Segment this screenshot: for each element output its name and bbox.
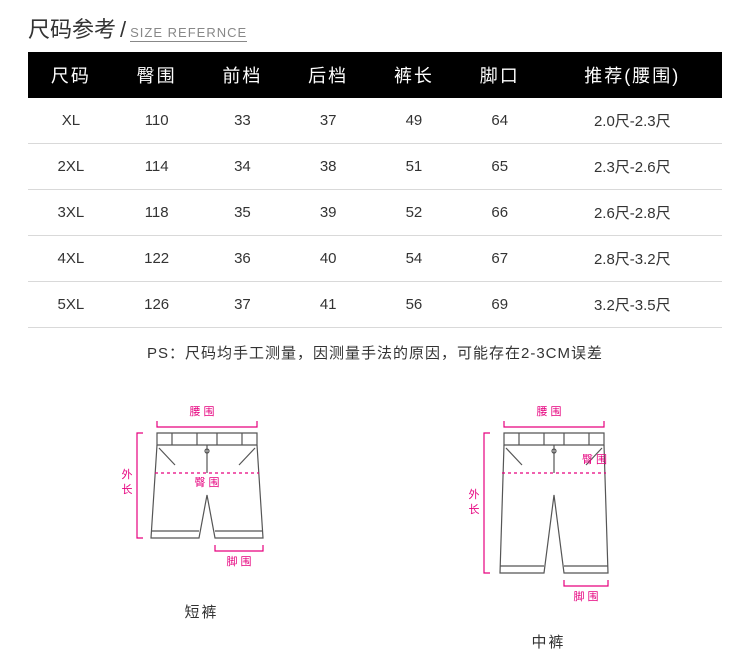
title-row: 尺码参考 / SIZE REFERNCE [28, 12, 722, 44]
table-cell: 54 [371, 236, 457, 282]
table-cell: 2XL [28, 144, 114, 190]
mid-pants-svg: 腰 围 臀 围 外 [444, 403, 654, 623]
table-cell: 36 [200, 236, 286, 282]
title-cn: 尺码参考 [28, 12, 116, 44]
label-outseam-b2: 长 [468, 503, 479, 516]
caption-short: 短裤 [184, 601, 218, 622]
table-cell: 37 [200, 282, 286, 328]
table-row: XL110333749642.0尺-2.3尺 [28, 98, 722, 144]
label-outseam-b: 长 [121, 483, 132, 496]
table-cell: 66 [457, 190, 543, 236]
table-cell: XL [28, 98, 114, 144]
table-cell: 126 [114, 282, 200, 328]
size-table: 尺码 臀围 前档 后档 裤长 脚口 推荐(腰围) XL110333749642.… [28, 52, 722, 328]
label-hip-2: 臀 围 [582, 453, 607, 466]
th-hip: 臀围 [114, 52, 200, 98]
table-cell: 5XL [28, 282, 114, 328]
table-cell: 34 [200, 144, 286, 190]
table-cell: 114 [114, 144, 200, 190]
table-cell: 56 [371, 282, 457, 328]
table-row: 4XL122364054672.8尺-3.2尺 [28, 236, 722, 282]
table-cell: 110 [114, 98, 200, 144]
table-cell: 2.6尺-2.8尺 [543, 190, 722, 236]
caption-mid: 中裤 [531, 631, 565, 652]
label-waist: 腰 围 [189, 405, 214, 418]
table-cell: 41 [285, 282, 371, 328]
short-pants-svg: 腰 围 臀 围 外 [97, 403, 307, 593]
th-length: 裤长 [371, 52, 457, 98]
table-cell: 2.3尺-2.6尺 [543, 144, 722, 190]
table-row: 3XL118353952662.6尺-2.8尺 [28, 190, 722, 236]
table-cell: 37 [285, 98, 371, 144]
table-cell: 51 [371, 144, 457, 190]
table-cell: 52 [371, 190, 457, 236]
label-waist-2: 腰 围 [536, 405, 561, 418]
title-en: SIZE REFERNCE [130, 25, 247, 42]
table-cell: 38 [285, 144, 371, 190]
table-cell: 39 [285, 190, 371, 236]
table-cell: 33 [200, 98, 286, 144]
table-cell: 64 [457, 98, 543, 144]
table-cell: 40 [285, 236, 371, 282]
label-hip: 臀 围 [194, 476, 219, 489]
table-cell: 3.2尺-3.5尺 [543, 282, 722, 328]
label-leg-2: 脚 围 [573, 589, 598, 603]
table-cell: 118 [114, 190, 200, 236]
th-rec: 推荐(腰围) [543, 52, 722, 98]
th-front: 前档 [200, 52, 286, 98]
table-cell: 4XL [28, 236, 114, 282]
table-cell: 35 [200, 190, 286, 236]
table-cell: 49 [371, 98, 457, 144]
title-slash: / [120, 17, 126, 43]
diagram-short: 腰 围 臀 围 外 [97, 403, 307, 652]
diagrams-row: 腰 围 臀 围 外 [28, 403, 722, 652]
th-back: 后档 [285, 52, 371, 98]
table-cell: 3XL [28, 190, 114, 236]
th-leg: 脚口 [457, 52, 543, 98]
table-cell: 67 [457, 236, 543, 282]
diagram-mid: 腰 围 臀 围 外 [444, 403, 654, 652]
label-leg: 脚 围 [226, 554, 251, 568]
table-cell: 65 [457, 144, 543, 190]
table-cell: 2.0尺-2.3尺 [543, 98, 722, 144]
label-outseam-a: 外 [121, 468, 132, 481]
table-row: 5XL126374156693.2尺-3.5尺 [28, 282, 722, 328]
label-outseam-a2: 外 [468, 488, 479, 501]
table-header-row: 尺码 臀围 前档 后档 裤长 脚口 推荐(腰围) [28, 52, 722, 98]
table-cell: 122 [114, 236, 200, 282]
table-row: 2XL114343851652.3尺-2.6尺 [28, 144, 722, 190]
table-cell: 2.8尺-3.2尺 [543, 236, 722, 282]
table-cell: 69 [457, 282, 543, 328]
th-size: 尺码 [28, 52, 114, 98]
ps-note: PS：尺码均手工测量，因测量手法的原因，可能存在2-3CM误差 [28, 342, 722, 363]
